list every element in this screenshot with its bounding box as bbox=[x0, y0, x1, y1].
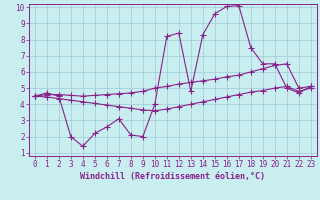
X-axis label: Windchill (Refroidissement éolien,°C): Windchill (Refroidissement éolien,°C) bbox=[80, 172, 265, 181]
